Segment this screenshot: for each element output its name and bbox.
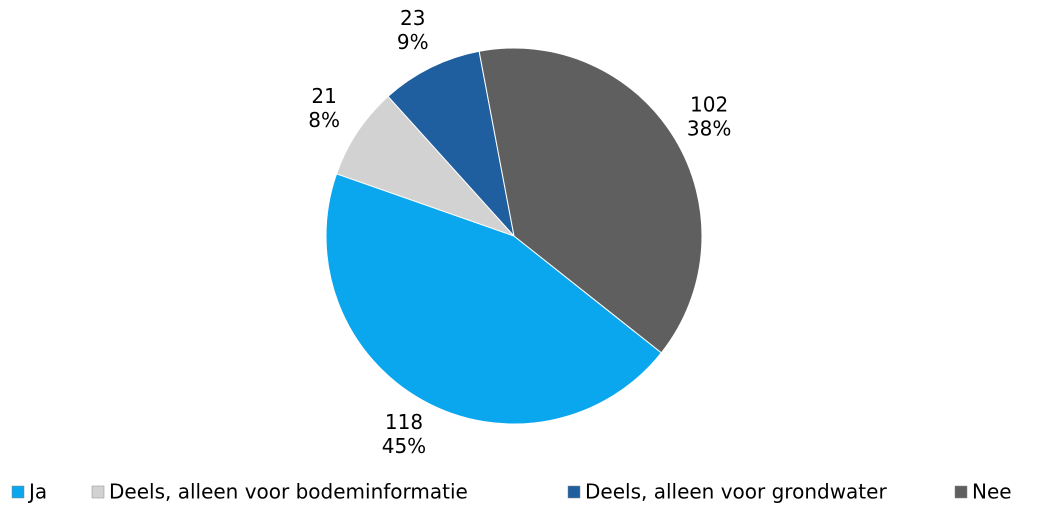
legend-swatch xyxy=(11,485,25,499)
pie-slice xyxy=(387,50,515,238)
value-label: 118 xyxy=(385,410,423,434)
legend-label: Deels, alleen voor grondwater xyxy=(585,480,887,504)
percent-label: 8% xyxy=(308,108,340,132)
pie-slice xyxy=(478,47,703,354)
percent-label: 38% xyxy=(687,117,731,141)
legend-label: Deels, alleen voor bodeminformatie xyxy=(109,480,468,504)
value-label: 23 xyxy=(400,6,425,30)
pie-slice xyxy=(335,95,515,237)
legend-label: Nee xyxy=(972,480,1012,504)
percent-label: 45% xyxy=(382,434,426,458)
value-label: 102 xyxy=(690,93,728,117)
pie-slice xyxy=(325,173,663,425)
percent-label: 9% xyxy=(397,30,429,54)
legend-swatch xyxy=(954,485,968,499)
legend-label: Ja xyxy=(27,480,47,504)
legend-swatch xyxy=(91,485,105,499)
value-label: 21 xyxy=(311,84,336,108)
legend-swatch xyxy=(567,485,581,499)
